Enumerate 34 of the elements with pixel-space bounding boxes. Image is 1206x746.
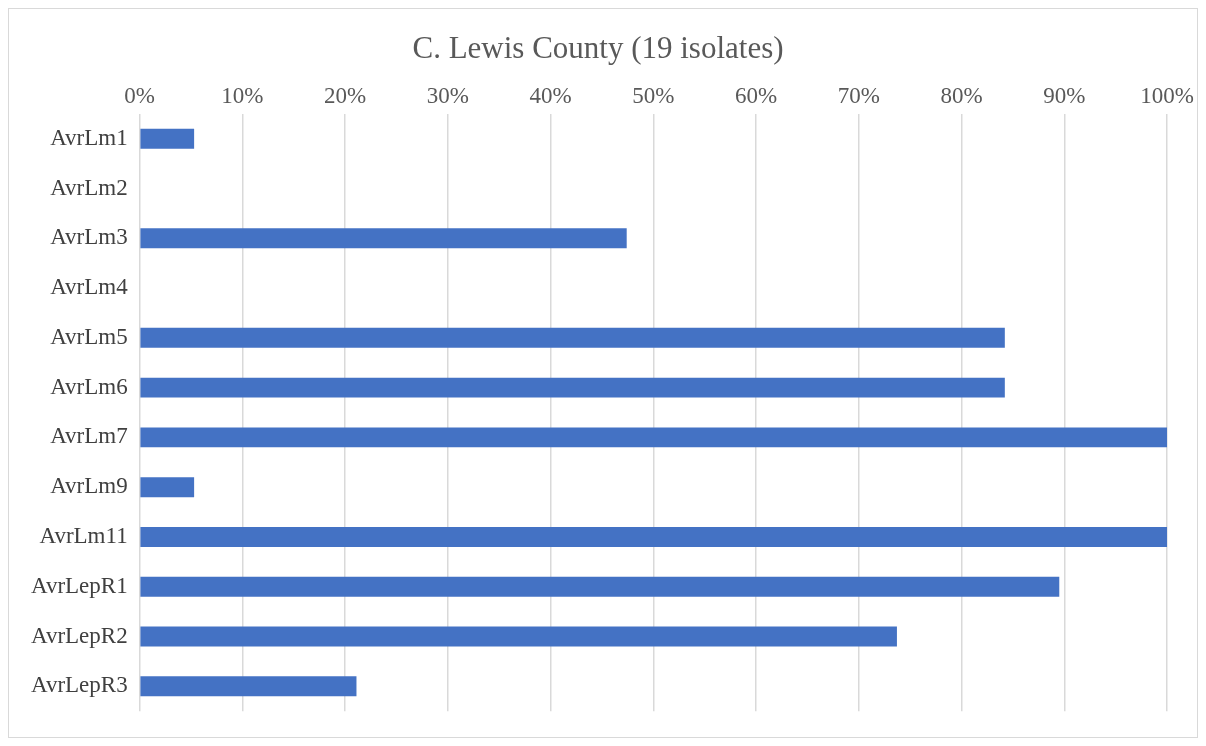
y-tick-label: AvrLm3 xyxy=(50,224,128,250)
y-tick-label: AvrLm11 xyxy=(39,523,128,549)
y-tick-label: AvrLm9 xyxy=(50,473,128,499)
x-tick-label: 100% xyxy=(1140,83,1195,109)
y-tick-label: AvrLm5 xyxy=(50,323,128,349)
y-tick-label: AvrLepR2 xyxy=(30,622,128,648)
bar xyxy=(140,527,1168,547)
bar xyxy=(140,477,195,498)
x-tick-label: 90% xyxy=(1043,83,1086,109)
y-tick-label: AvrLm2 xyxy=(50,174,128,200)
y-tick-label: AvrLm4 xyxy=(50,274,129,300)
y-tick-label: AvrLepR1 xyxy=(30,572,128,598)
chart-title: C. Lewis County (19 isolates) xyxy=(412,29,784,65)
bar xyxy=(140,228,627,249)
x-tick-label: 80% xyxy=(940,83,983,109)
x-tick-label: 20% xyxy=(324,83,367,109)
bar xyxy=(140,427,1168,448)
bar xyxy=(140,576,1060,597)
y-tick-label: AvrLm6 xyxy=(50,373,128,399)
x-tick-label: 60% xyxy=(735,83,778,109)
y-tick-label: AvrLm7 xyxy=(50,423,128,449)
x-tick-label: 0% xyxy=(124,83,155,109)
bar xyxy=(140,128,195,149)
bar xyxy=(140,327,1005,348)
x-tick-label: 10% xyxy=(221,83,264,109)
x-tick-label: 50% xyxy=(632,83,675,109)
bar xyxy=(140,626,897,647)
bar xyxy=(140,377,1005,398)
y-tick-label: AvrLepR3 xyxy=(30,672,128,698)
x-tick-label: 30% xyxy=(426,83,469,109)
x-tick-label: 70% xyxy=(837,83,880,109)
x-tick-label: 40% xyxy=(529,83,572,109)
y-tick-label: AvrLm1 xyxy=(50,124,128,150)
bar xyxy=(140,676,357,697)
